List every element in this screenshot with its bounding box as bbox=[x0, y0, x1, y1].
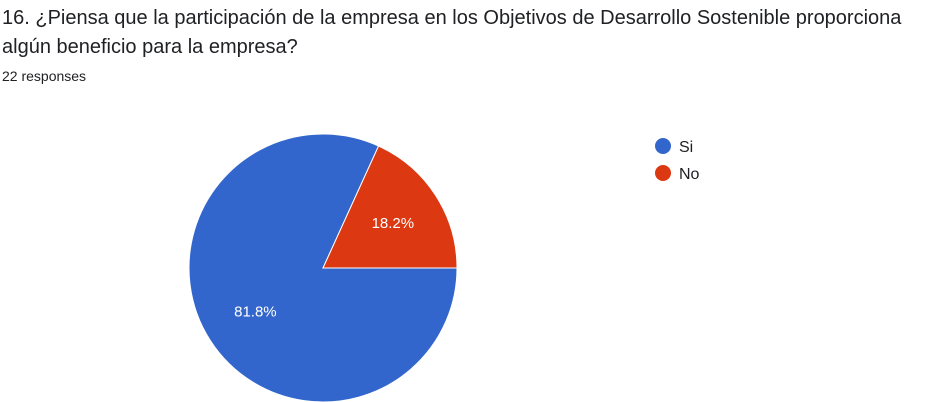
pie-slices bbox=[188, 133, 458, 402]
legend-swatch-si bbox=[655, 138, 671, 154]
response-count: 22 responses bbox=[2, 68, 87, 84]
legend-label-no[interactable]: No bbox=[679, 166, 700, 183]
pie-slice-labels: 81.8% 18.2% bbox=[234, 215, 414, 320]
legend-label-si[interactable]: Si bbox=[679, 139, 693, 156]
pie-slice-no[interactable] bbox=[322, 145, 458, 269]
question-title: 16. ¿Piensa que la participación de la e… bbox=[2, 7, 902, 58]
legend: Si No bbox=[655, 138, 700, 183]
slice-label-no: 18.2% bbox=[372, 215, 415, 232]
slice-label-si: 81.8% bbox=[234, 304, 277, 321]
legend-swatch-no bbox=[655, 165, 671, 181]
